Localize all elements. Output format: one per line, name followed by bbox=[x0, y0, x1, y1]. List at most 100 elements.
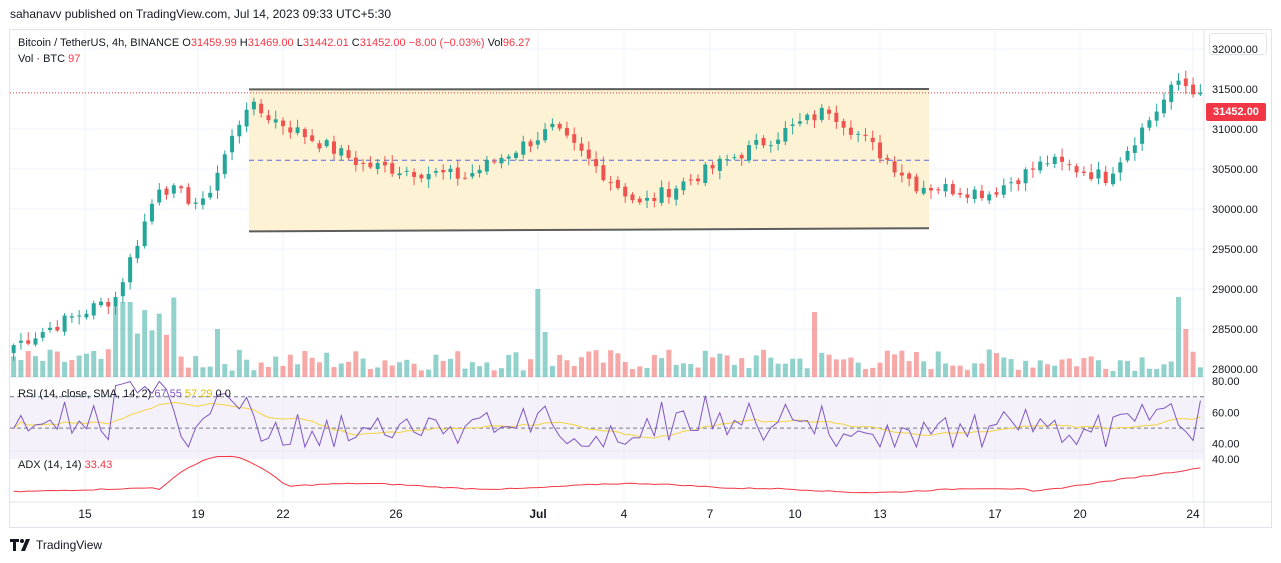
candle-body bbox=[761, 137, 766, 146]
candle-body bbox=[535, 140, 540, 145]
volume-bar bbox=[1161, 364, 1167, 377]
high-label: H bbox=[239, 37, 248, 49]
volume-bar bbox=[69, 360, 75, 377]
candle-body bbox=[921, 187, 926, 194]
open-label: O bbox=[182, 37, 191, 49]
volume-bar bbox=[229, 370, 235, 377]
footer-brand[interactable]: TradingView bbox=[10, 538, 102, 552]
volume-bar bbox=[1081, 358, 1087, 377]
candle-body bbox=[1161, 99, 1166, 114]
volume-bar bbox=[637, 366, 643, 377]
candle-body bbox=[630, 194, 635, 201]
candle-body bbox=[179, 186, 184, 189]
candle-body bbox=[805, 114, 810, 121]
volume-bar bbox=[265, 366, 271, 377]
volume-bar bbox=[477, 366, 483, 377]
time-axis-label: 10 bbox=[788, 507, 802, 521]
volume-bar bbox=[295, 364, 301, 377]
candle-body bbox=[914, 176, 919, 192]
volume-bar bbox=[943, 363, 949, 377]
candle-body bbox=[1183, 78, 1188, 87]
volume-bar bbox=[222, 364, 228, 377]
candle-body bbox=[1140, 127, 1145, 144]
candle-body bbox=[819, 107, 824, 120]
volume-bar bbox=[1095, 360, 1101, 377]
time-axis-label: 7 bbox=[707, 507, 714, 521]
auto-scale-box[interactable] bbox=[1209, 33, 1267, 55]
volume-bar bbox=[746, 368, 752, 377]
volume-bar bbox=[171, 297, 177, 377]
volume-bar bbox=[1139, 357, 1145, 377]
candle-body bbox=[1016, 180, 1021, 185]
volume-bar bbox=[819, 352, 825, 377]
volume-bar bbox=[440, 360, 446, 377]
volume-bar bbox=[375, 367, 381, 377]
candle-body bbox=[936, 189, 941, 191]
close-value: 31452.00 bbox=[359, 37, 406, 49]
candle-body bbox=[681, 181, 686, 191]
candle-body bbox=[754, 139, 759, 145]
candle-body bbox=[404, 170, 409, 172]
volume-bar bbox=[520, 370, 526, 377]
volume-bar bbox=[673, 364, 679, 377]
candle-body bbox=[259, 103, 264, 114]
candle-body bbox=[579, 143, 584, 151]
candle-body bbox=[703, 164, 708, 184]
price-axis-label: 32000.00 bbox=[1212, 44, 1258, 56]
volume-bar bbox=[113, 307, 119, 377]
volume-bar bbox=[921, 361, 927, 377]
volume-bar bbox=[455, 351, 461, 377]
high-value: 31469.00 bbox=[247, 37, 294, 49]
candle-body bbox=[608, 182, 613, 184]
rsi-axis-label: 60.00 bbox=[1212, 407, 1240, 419]
volume-bar bbox=[447, 358, 453, 377]
candle-body bbox=[1118, 162, 1123, 173]
volume-bar bbox=[892, 354, 898, 377]
volume-bar bbox=[535, 289, 541, 377]
candle-body bbox=[907, 173, 912, 179]
adx-legend: ADX (14, 14) 33.43 bbox=[18, 458, 112, 472]
candle-body bbox=[84, 313, 89, 318]
candle-body bbox=[142, 221, 147, 247]
volume-bar bbox=[469, 362, 475, 377]
time-axis-label: 22 bbox=[276, 507, 290, 521]
candle-body bbox=[346, 150, 351, 158]
volume-bar bbox=[724, 355, 730, 377]
candle-body bbox=[528, 141, 533, 147]
time-axis-label: 19 bbox=[191, 507, 205, 521]
candle-body bbox=[572, 134, 577, 143]
candle-body bbox=[878, 142, 883, 159]
volume-bar bbox=[986, 349, 992, 377]
candle-body bbox=[965, 194, 970, 198]
volume-bar bbox=[164, 334, 170, 377]
rsi-value: 67.55 bbox=[154, 388, 182, 400]
candle-body bbox=[1001, 185, 1006, 195]
candle-body bbox=[659, 187, 664, 203]
candle-body bbox=[899, 172, 904, 176]
candle-body bbox=[543, 129, 548, 141]
candle-body bbox=[361, 162, 366, 164]
volume-bar bbox=[47, 349, 53, 377]
volume-bar bbox=[964, 369, 970, 377]
candle-body bbox=[885, 157, 890, 160]
candle-body bbox=[950, 184, 955, 195]
volume-bar bbox=[11, 356, 17, 377]
candle-body bbox=[601, 165, 606, 181]
candle-body bbox=[237, 124, 242, 137]
candle-body bbox=[1191, 84, 1196, 95]
chart-frame bbox=[9, 29, 1272, 528]
volume-bar bbox=[1197, 367, 1203, 377]
candle-body bbox=[499, 157, 504, 164]
candle-body bbox=[521, 141, 526, 155]
time-axis-label: 15 bbox=[78, 507, 92, 521]
volume-bar bbox=[506, 354, 512, 377]
volume-bar bbox=[1146, 368, 1152, 377]
candle-body bbox=[397, 173, 402, 176]
volume-bar bbox=[389, 365, 395, 377]
volume-bar bbox=[1176, 297, 1182, 377]
volume-bar bbox=[1088, 356, 1094, 377]
candle-body bbox=[11, 345, 16, 354]
rsi-legend: RSI (14, close, SMA, 14, 2) 67.55 57.29 … bbox=[18, 387, 231, 401]
adx-line bbox=[13, 455, 1201, 494]
